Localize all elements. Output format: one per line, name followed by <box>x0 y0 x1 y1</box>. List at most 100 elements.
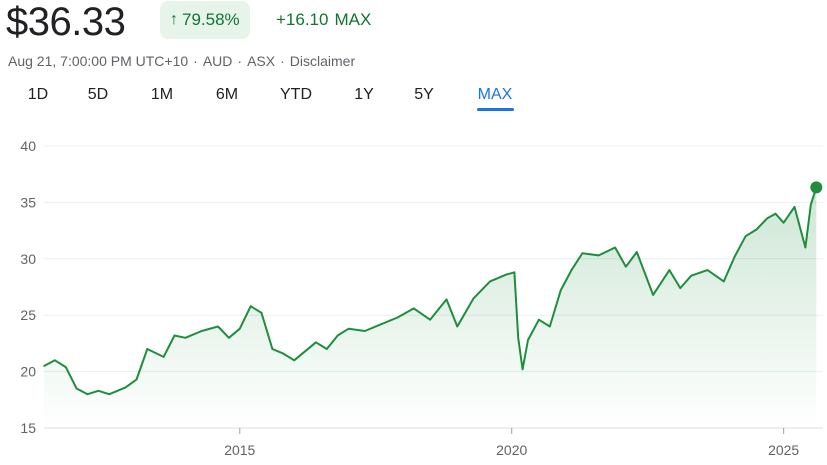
price-point <box>293 359 296 362</box>
tab-1d[interactable]: 1D <box>27 86 49 103</box>
price-point <box>625 265 627 268</box>
price-point <box>260 312 263 314</box>
price-point <box>782 221 785 224</box>
price-point <box>249 305 252 307</box>
price-point <box>364 330 366 332</box>
absolute-change: +16.10 MAX <box>276 8 371 32</box>
active-tab-indicator <box>477 108 514 111</box>
price-point <box>755 228 758 231</box>
price-point <box>380 323 383 325</box>
price-point <box>706 269 709 271</box>
price-point <box>513 271 516 274</box>
y-tick-label: 30 <box>20 251 36 267</box>
y-tick-label: 40 <box>20 138 36 154</box>
tab-max[interactable]: MAX <box>477 86 513 103</box>
disclaimer-link[interactable]: Disclaimer <box>289 53 356 69</box>
price-point <box>315 341 317 344</box>
price-point <box>668 269 671 271</box>
price-point <box>723 280 725 283</box>
price-point <box>86 393 89 396</box>
price-point <box>304 350 306 353</box>
price-point <box>228 337 230 339</box>
price-point <box>97 390 100 392</box>
price-point <box>135 378 138 381</box>
price-point <box>146 348 149 350</box>
price-point <box>445 298 448 301</box>
price-point <box>108 393 111 396</box>
price-point <box>527 339 529 341</box>
y-tick-label: 15 <box>20 420 36 436</box>
x-tick-label: 2020 <box>496 442 527 458</box>
y-tick-label: 35 <box>20 194 36 210</box>
change-value: +16.10 <box>276 10 329 29</box>
price-point <box>549 325 551 328</box>
quote-meta: Aug 21, 7:00:00 PM UTC+10 · AUD · ASX · Discla… <box>8 53 356 69</box>
price-point <box>396 316 399 319</box>
price-point <box>336 334 339 337</box>
price-point <box>733 255 736 258</box>
price-point <box>538 318 540 321</box>
price-point <box>429 318 431 321</box>
price-point <box>413 307 415 310</box>
price-point <box>810 203 812 206</box>
price-point <box>472 297 475 300</box>
price-point <box>570 269 573 271</box>
price-point <box>505 273 508 276</box>
quote-exchange: ASX <box>247 53 276 69</box>
price-point <box>173 334 176 337</box>
tab-ytd[interactable]: YTD <box>280 86 312 103</box>
price-point <box>200 330 203 332</box>
arrow-up-icon: ↑ <box>170 11 178 28</box>
price-point <box>43 365 45 367</box>
price-point <box>766 217 769 219</box>
tab-5y[interactable]: 5Y <box>414 86 434 103</box>
tab-1m[interactable]: 1M <box>150 86 174 103</box>
x-tick-label: 2025 <box>768 442 799 458</box>
price-point <box>521 368 524 371</box>
price-point <box>559 289 562 292</box>
price-point <box>581 252 584 254</box>
price-point <box>652 294 654 296</box>
x-axis: 2015 2020 2025 <box>224 428 799 458</box>
price-point <box>690 274 692 277</box>
price-point <box>184 337 187 339</box>
price-point <box>54 359 56 362</box>
tab-5d[interactable]: 5D <box>87 86 109 103</box>
price-line <box>43 187 818 396</box>
price-point <box>65 366 67 368</box>
change-period: MAX <box>334 10 372 29</box>
price-point <box>597 254 600 257</box>
quote-currency: AUD <box>202 53 233 69</box>
price-point <box>347 327 350 330</box>
price-point <box>75 387 78 390</box>
tab-1y[interactable]: 1Y <box>354 86 374 103</box>
price-point <box>326 348 328 350</box>
price-point <box>456 325 459 328</box>
x-tick-label: 2015 <box>224 442 255 458</box>
price-point <box>217 325 219 328</box>
quote-timestamp: Aug 21, 7:00:00 PM UTC+10 <box>8 53 189 69</box>
price-point <box>744 235 747 237</box>
percent-change-badge: ↑ 79.58% <box>160 1 250 39</box>
price-point <box>271 348 274 350</box>
price-point <box>636 251 638 253</box>
percent-change-value: 79.58% <box>182 10 240 29</box>
price-point <box>489 280 491 283</box>
price-point <box>124 386 127 389</box>
y-tick-label: 25 <box>20 307 36 323</box>
price-point <box>793 206 796 208</box>
tab-6m[interactable]: 6M <box>215 86 239 103</box>
price-area <box>44 187 817 428</box>
range-tabs: 1D 5D 1M 6M YTD 1Y 5Y MAX <box>0 84 827 114</box>
y-tick-label: 20 <box>20 364 36 380</box>
price-point <box>517 337 519 339</box>
latest-price-marker[interactable] <box>810 181 823 194</box>
price-point <box>614 246 616 249</box>
price-point <box>774 212 777 215</box>
price-point <box>162 356 165 358</box>
price-point <box>679 287 682 289</box>
price-point <box>804 246 807 249</box>
y-axis: 15 20 25 30 35 40 <box>20 138 36 436</box>
